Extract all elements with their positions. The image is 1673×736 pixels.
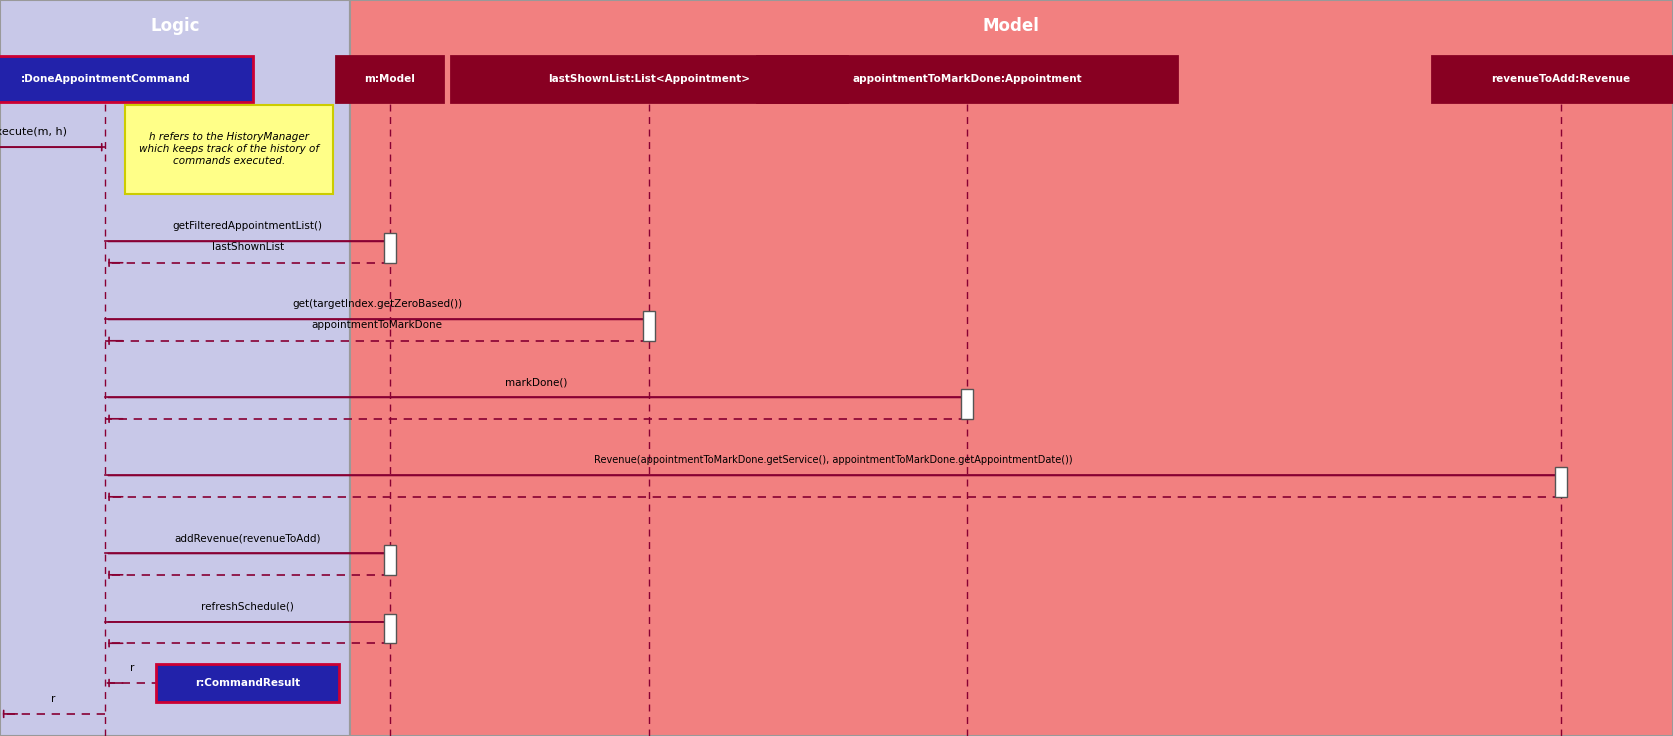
- Text: r: r: [50, 693, 55, 704]
- Text: appointmentToMarkDone:Appointment: appointmentToMarkDone:Appointment: [852, 74, 1082, 84]
- FancyBboxPatch shape: [1432, 56, 1673, 102]
- FancyBboxPatch shape: [156, 664, 338, 702]
- Text: r: r: [130, 662, 136, 673]
- FancyBboxPatch shape: [336, 56, 443, 102]
- Bar: [350, 0, 1673, 736]
- Text: addRevenue(revenueToAdd): addRevenue(revenueToAdd): [174, 533, 321, 543]
- Bar: [383, 545, 395, 575]
- Text: markDone(): markDone(): [505, 377, 567, 387]
- Text: Revenue(appointmentToMarkDone.getService(), appointmentToMarkDone.getAppointment: Revenue(appointmentToMarkDone.getService…: [594, 455, 1072, 465]
- Text: lastShownList: lastShownList: [211, 242, 284, 252]
- Bar: [383, 614, 395, 643]
- Text: get(targetIndex.getZeroBased()): get(targetIndex.getZeroBased()): [293, 299, 462, 309]
- Text: execute(m, h): execute(m, h): [0, 127, 67, 137]
- FancyBboxPatch shape: [0, 56, 253, 102]
- Text: h refers to the HistoryManager
which keeps track of the history of
commands exec: h refers to the HistoryManager which kee…: [139, 132, 320, 166]
- FancyBboxPatch shape: [756, 56, 1178, 102]
- Bar: [0, 0, 350, 736]
- Text: Model: Model: [984, 17, 1039, 35]
- Text: :DoneAppointmentCommand: :DoneAppointmentCommand: [20, 74, 191, 84]
- Text: lastShownList:List<Appointment>: lastShownList:List<Appointment>: [549, 74, 750, 84]
- Text: refreshSchedule(): refreshSchedule(): [201, 601, 294, 612]
- FancyBboxPatch shape: [452, 56, 847, 102]
- Text: getFilteredAppointmentList(): getFilteredAppointmentList(): [172, 221, 323, 231]
- FancyBboxPatch shape: [125, 105, 333, 194]
- Bar: [960, 389, 974, 419]
- Bar: [383, 233, 395, 263]
- Bar: [642, 311, 654, 341]
- Text: revenueToAdd:Revenue: revenueToAdd:Revenue: [1491, 74, 1631, 84]
- Text: r:CommandResult: r:CommandResult: [196, 678, 299, 688]
- Bar: [1556, 467, 1566, 497]
- Text: Logic: Logic: [151, 17, 199, 35]
- Text: m:Model: m:Model: [365, 74, 415, 84]
- Text: appointmentToMarkDone: appointmentToMarkDone: [311, 320, 443, 330]
